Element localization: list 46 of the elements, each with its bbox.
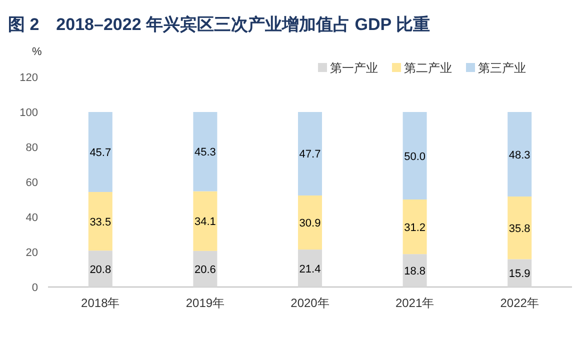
data-label: 20.8 (90, 264, 112, 276)
bar (298, 112, 322, 196)
y-tick-label: 80 (26, 142, 38, 154)
bar (508, 196, 532, 260)
y-tick-label: 120 (20, 72, 38, 84)
chart-title: 图 2 2018–2022 年兴宾区三次产业增加值占 GDP 比重 (8, 15, 430, 34)
y-tick-label: 100 (20, 107, 38, 119)
data-label: 18.8 (404, 266, 426, 278)
y-axis-title: % (32, 46, 42, 58)
data-label: 45.3 (194, 146, 216, 159)
data-label: 20.6 (194, 264, 216, 276)
y-tick-label: 40 (26, 212, 38, 224)
data-label: 15.9 (508, 268, 530, 280)
data-label: 21.4 (299, 263, 321, 276)
y-tick-label: 60 (26, 177, 38, 189)
x-tick-label: 2020年 (290, 296, 330, 310)
x-tick-label: 2022年 (500, 296, 539, 310)
legend-label: 第二产业 (404, 61, 452, 75)
data-label: 47.7 (299, 148, 321, 161)
data-label: 33.5 (90, 216, 112, 228)
bar (402, 254, 427, 287)
bar (88, 112, 112, 192)
data-label: 30.9 (299, 218, 321, 230)
bar (508, 112, 532, 197)
y-tick-label: 0 (32, 282, 38, 294)
bar (193, 250, 218, 287)
bar (298, 250, 322, 287)
y-tick-label: 20 (26, 247, 38, 259)
x-tick-label: 2018年 (81, 296, 120, 310)
bar (402, 112, 427, 200)
data-label: 45.7 (90, 146, 112, 159)
data-label: 35.8 (508, 222, 530, 235)
bar (298, 195, 322, 250)
bar (193, 191, 218, 251)
legend-label: 第一产业 (330, 61, 378, 75)
x-tick-label: 2019年 (186, 296, 225, 310)
bar (193, 112, 218, 192)
bar (402, 200, 427, 254)
bar (88, 250, 112, 287)
x-tick-label: 2021年 (395, 296, 434, 310)
bar (88, 192, 112, 251)
data-label: 48.3 (508, 149, 530, 162)
legend-label: 第三产业 (478, 61, 526, 75)
data-label: 34.1 (194, 216, 216, 228)
data-label: 31.2 (404, 222, 426, 234)
data-label: 50.0 (404, 150, 426, 163)
